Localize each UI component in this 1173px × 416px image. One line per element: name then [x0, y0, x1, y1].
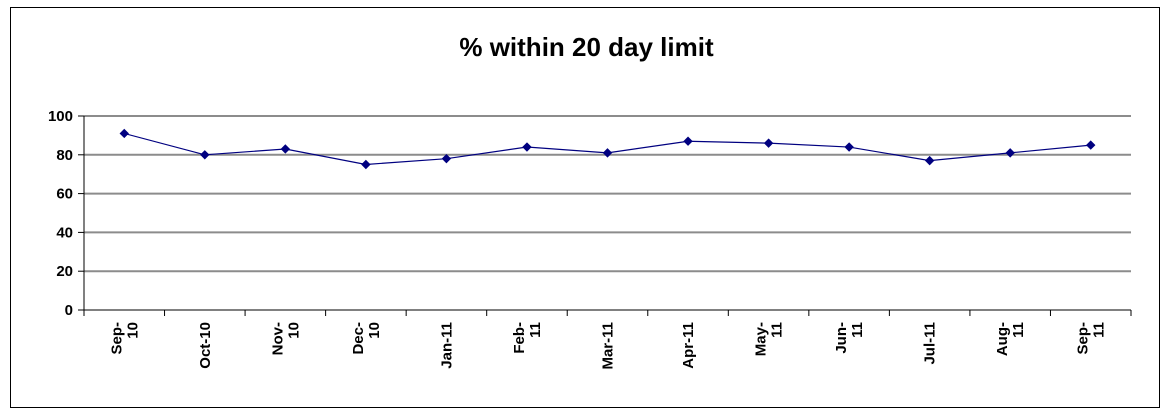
data-point	[924, 155, 935, 166]
data-point	[441, 153, 452, 164]
y-tick-label: 0	[65, 302, 73, 319]
x-tick-label: 11	[527, 322, 544, 338]
x-tick-label: Apr-11	[680, 322, 697, 369]
x-tick-label: Mar-11	[600, 322, 617, 370]
data-point	[1086, 140, 1096, 150]
data-point	[200, 150, 210, 160]
data-point	[119, 128, 129, 139]
data-point	[280, 144, 291, 154]
y-tick-label: 40	[56, 224, 73, 241]
x-tick-label: 10	[366, 322, 383, 339]
y-tick-label: 100	[48, 108, 73, 125]
x-tick-label: 11	[849, 322, 866, 338]
data-point	[602, 148, 613, 158]
x-tick-label: Sep-	[108, 322, 125, 355]
x-tick-label: 11	[1010, 322, 1027, 338]
y-tick-label: 20	[56, 263, 73, 280]
x-tick-label: May-	[753, 322, 770, 356]
data-point	[844, 142, 854, 152]
data-point	[522, 142, 532, 152]
data-point	[1005, 148, 1015, 158]
x-tick-label: 11	[1091, 322, 1108, 338]
x-tick-label: Sep-	[1075, 322, 1092, 355]
x-tick-label: Dec-	[350, 322, 367, 355]
data-point	[763, 138, 774, 148]
chart-title: % within 20 day limit	[459, 32, 714, 62]
data-point	[683, 136, 693, 146]
x-tick-label: Feb-	[511, 322, 528, 354]
chart-frame	[10, 7, 1160, 408]
x-tick-label: Nov-	[269, 322, 286, 355]
x-tick-label: 11	[769, 322, 786, 338]
x-tick-label: Jul-11	[922, 322, 939, 365]
x-tick-label: 10	[285, 322, 302, 339]
x-tick-label: Jun-	[833, 322, 850, 354]
y-tick-label: 80	[56, 147, 73, 164]
y-tick-label: 60	[56, 186, 73, 203]
data-point	[361, 159, 371, 170]
x-tick-label: 10	[124, 322, 141, 339]
x-tick-label: Jan-11	[438, 322, 455, 369]
x-tick-label: Aug-	[994, 322, 1011, 356]
x-tick-label: Oct-10	[197, 322, 214, 369]
